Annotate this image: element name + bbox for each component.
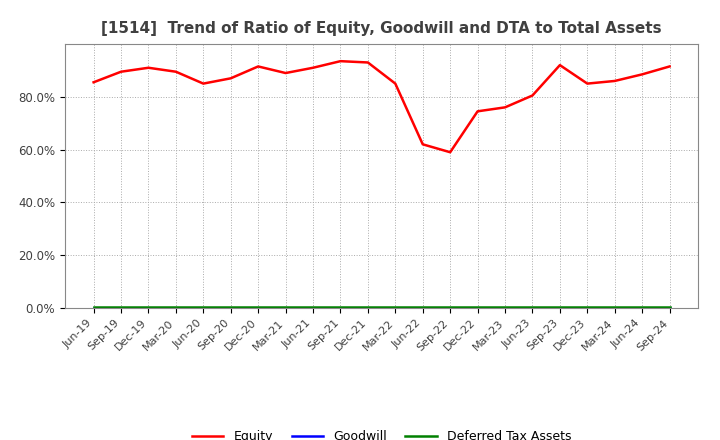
Deferred Tax Assets — [391, 304, 400, 310]
Goodwill — [391, 305, 400, 311]
Equity — [583, 81, 592, 86]
Goodwill — [638, 305, 647, 311]
Goodwill — [583, 305, 592, 311]
Goodwill — [309, 305, 318, 311]
Equity — [528, 93, 537, 98]
Equity — [199, 81, 207, 86]
Goodwill — [226, 305, 235, 311]
Goodwill — [117, 305, 125, 311]
Equity — [473, 109, 482, 114]
Deferred Tax Assets — [309, 304, 318, 310]
Goodwill — [473, 305, 482, 311]
Goodwill — [500, 305, 509, 311]
Equity — [665, 64, 674, 69]
Goodwill — [364, 305, 372, 311]
Equity — [254, 64, 263, 69]
Deferred Tax Assets — [500, 304, 509, 310]
Deferred Tax Assets — [528, 304, 537, 310]
Equity — [556, 62, 564, 68]
Deferred Tax Assets — [611, 304, 619, 310]
Deferred Tax Assets — [665, 304, 674, 310]
Goodwill — [665, 305, 674, 311]
Deferred Tax Assets — [638, 304, 647, 310]
Deferred Tax Assets — [89, 304, 98, 310]
Equity — [418, 142, 427, 147]
Equity — [117, 69, 125, 74]
Deferred Tax Assets — [364, 304, 372, 310]
Goodwill — [144, 305, 153, 311]
Equity — [500, 105, 509, 110]
Deferred Tax Assets — [254, 304, 263, 310]
Deferred Tax Assets — [473, 304, 482, 310]
Goodwill — [336, 305, 345, 311]
Goodwill — [282, 305, 290, 311]
Legend: Equity, Goodwill, Deferred Tax Assets: Equity, Goodwill, Deferred Tax Assets — [187, 425, 576, 440]
Goodwill — [254, 305, 263, 311]
Deferred Tax Assets — [199, 304, 207, 310]
Title: [1514]  Trend of Ratio of Equity, Goodwill and DTA to Total Assets: [1514] Trend of Ratio of Equity, Goodwil… — [102, 21, 662, 36]
Goodwill — [611, 305, 619, 311]
Deferred Tax Assets — [336, 304, 345, 310]
Goodwill — [171, 305, 180, 311]
Line: Equity: Equity — [94, 61, 670, 152]
Equity — [336, 59, 345, 64]
Equity — [611, 78, 619, 84]
Equity — [309, 65, 318, 70]
Equity — [364, 60, 372, 65]
Equity — [638, 72, 647, 77]
Goodwill — [418, 305, 427, 311]
Equity — [226, 76, 235, 81]
Equity — [171, 69, 180, 74]
Deferred Tax Assets — [418, 304, 427, 310]
Equity — [282, 70, 290, 76]
Deferred Tax Assets — [171, 304, 180, 310]
Equity — [391, 81, 400, 86]
Deferred Tax Assets — [117, 304, 125, 310]
Deferred Tax Assets — [282, 304, 290, 310]
Deferred Tax Assets — [144, 304, 153, 310]
Deferred Tax Assets — [583, 304, 592, 310]
Goodwill — [528, 305, 537, 311]
Goodwill — [199, 305, 207, 311]
Deferred Tax Assets — [556, 304, 564, 310]
Equity — [89, 80, 98, 85]
Goodwill — [89, 305, 98, 311]
Goodwill — [556, 305, 564, 311]
Deferred Tax Assets — [226, 304, 235, 310]
Equity — [446, 150, 454, 155]
Equity — [144, 65, 153, 70]
Deferred Tax Assets — [446, 304, 454, 310]
Goodwill — [446, 305, 454, 311]
